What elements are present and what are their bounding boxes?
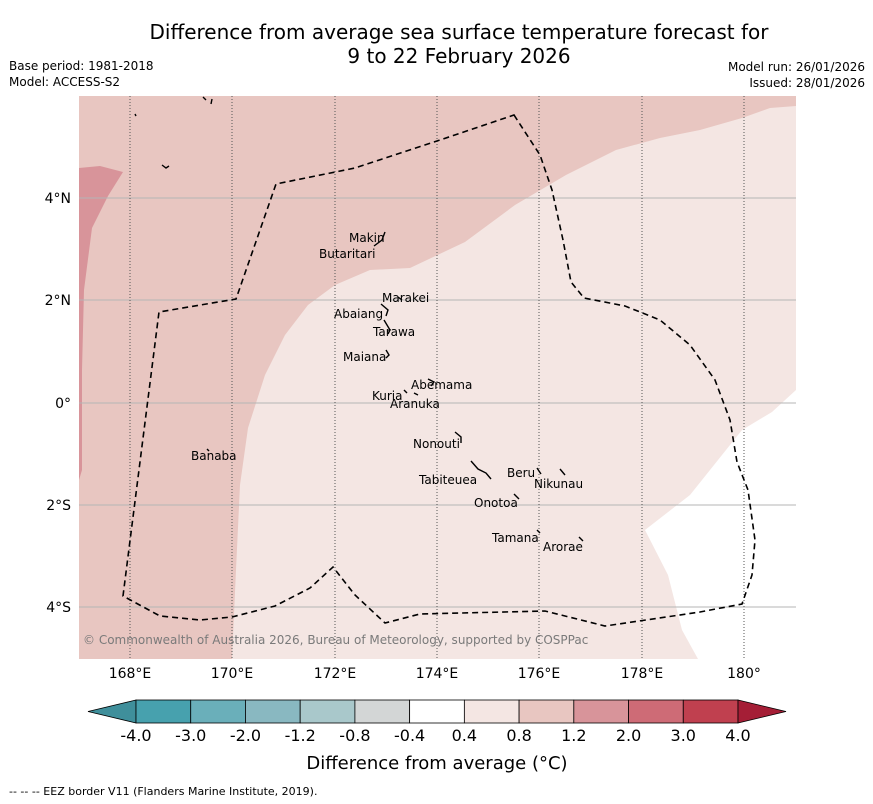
colorbar-extend-high bbox=[737, 699, 787, 724]
island-label: Abemama bbox=[411, 378, 472, 392]
base-period: Base period: 1981-2018 bbox=[9, 59, 154, 73]
island-label: Beru bbox=[507, 466, 535, 480]
island-label: Onotoa bbox=[474, 496, 518, 510]
eez-border bbox=[122, 114, 756, 627]
colorbar-tick-label: 2.0 bbox=[616, 726, 641, 745]
title-line-1: Difference from average sea surface temp… bbox=[149, 20, 769, 44]
map-title: Difference from average sea surface temp… bbox=[0, 20, 873, 68]
colorbar-label: Difference from average (°C) bbox=[306, 753, 567, 774]
colorbar-tick-label: -4.0 bbox=[120, 726, 151, 745]
colorbar-segment bbox=[190, 699, 246, 724]
island-label: Nikunau bbox=[534, 477, 583, 491]
meta-right: Model run: 26/01/2026 Issued: 28/01/2026 bbox=[728, 59, 865, 91]
island-label: Banaba bbox=[191, 449, 237, 463]
colorbar-tick-label: -0.4 bbox=[394, 726, 425, 745]
model-run: Model run: 26/01/2026 bbox=[727, 60, 865, 74]
colorbar-segment bbox=[463, 699, 520, 724]
island-shapes bbox=[134, 96, 584, 542]
colorbar-tick-label: -2.0 bbox=[230, 726, 261, 745]
lon-gridlines bbox=[129, 96, 745, 659]
lon-tick-label: 176°E bbox=[518, 666, 561, 682]
island-label: Tamana bbox=[491, 531, 539, 545]
colorbar-extend-low bbox=[87, 699, 137, 724]
colorbar-segment bbox=[354, 699, 411, 724]
meta-left: Base period: 1981-2018 Model: ACCESS-S2 bbox=[9, 58, 154, 90]
island-label: Marakei bbox=[382, 291, 429, 305]
colorbar-tick-label: 0.4 bbox=[452, 726, 477, 745]
colorbar-segment bbox=[409, 699, 465, 724]
issued-date: Issued: 28/01/2026 bbox=[749, 76, 865, 90]
lat-tick-label: 4°S bbox=[46, 600, 71, 616]
lon-tick-label: 168°E bbox=[109, 666, 152, 682]
lon-tick-label: 178°E bbox=[621, 666, 664, 682]
island-label: Aranuka bbox=[390, 397, 440, 411]
lon-tick-label: 174°E bbox=[416, 666, 459, 682]
anomaly-band-near-normal bbox=[645, 390, 796, 659]
colorbar-segment bbox=[135, 699, 192, 724]
colorbar-segment bbox=[682, 699, 739, 724]
colorbar bbox=[87, 699, 787, 724]
colorbar-tick-label: 1.2 bbox=[561, 726, 586, 745]
island-label: Kuria bbox=[372, 389, 403, 403]
map-panel: Makin Butaritari Marakei Abaiang Tarawa … bbox=[79, 96, 796, 659]
colorbar-segment bbox=[573, 699, 629, 724]
lon-tick-label: 172°E bbox=[314, 666, 357, 682]
lat-tick-label: 2°S bbox=[46, 498, 71, 514]
copyright-notice: © Commonwealth of Australia 2026, Bureau… bbox=[83, 633, 588, 647]
colorbar-tick-label: -1.2 bbox=[285, 726, 316, 745]
colorbar-segment bbox=[628, 699, 684, 724]
colorbar-segment bbox=[245, 699, 301, 724]
colorbar-tick-label: -0.8 bbox=[339, 726, 370, 745]
colorbar-segment bbox=[518, 699, 575, 724]
island-label: Tarawa bbox=[372, 325, 415, 339]
anomaly-band-1.2-2.0 bbox=[79, 166, 123, 480]
lon-tick-label: 170°E bbox=[211, 666, 254, 682]
title-line-2: 9 to 22 February 2026 bbox=[347, 44, 571, 68]
island-label: Tabiteuea bbox=[418, 473, 477, 487]
lat-tick-label: 4°N bbox=[45, 191, 71, 207]
lat-tick-label: 2°N bbox=[45, 293, 71, 309]
model-name: Model: ACCESS-S2 bbox=[9, 75, 121, 89]
colorbar-tick-label: 3.0 bbox=[671, 726, 696, 745]
island-label: Arorae bbox=[543, 540, 583, 554]
island-label: Butaritari bbox=[319, 247, 376, 261]
eez-footnote: -- -- -- EEZ border V11 (Flanders Marine… bbox=[9, 785, 318, 798]
colorbar-tick-labels: -4.0 -3.0 -2.0 -1.2 -0.8 -0.4 0.4 0.8 1.2 2.0 3.0 4… bbox=[120, 726, 750, 745]
colorbar-tick-label: -3.0 bbox=[175, 726, 206, 745]
colorbar-tick-label: 0.8 bbox=[506, 726, 531, 745]
island-label: Abaiang bbox=[334, 307, 383, 321]
island-label: Makin bbox=[349, 231, 385, 245]
island-label: Nonouti bbox=[413, 437, 460, 451]
colorbar-tick-label: 4.0 bbox=[725, 726, 750, 745]
colorbar-segment bbox=[299, 699, 356, 724]
lon-tick-label: 180° bbox=[727, 666, 761, 682]
lat-tick-label: 0° bbox=[55, 396, 71, 412]
island-label: Maiana bbox=[343, 350, 386, 364]
